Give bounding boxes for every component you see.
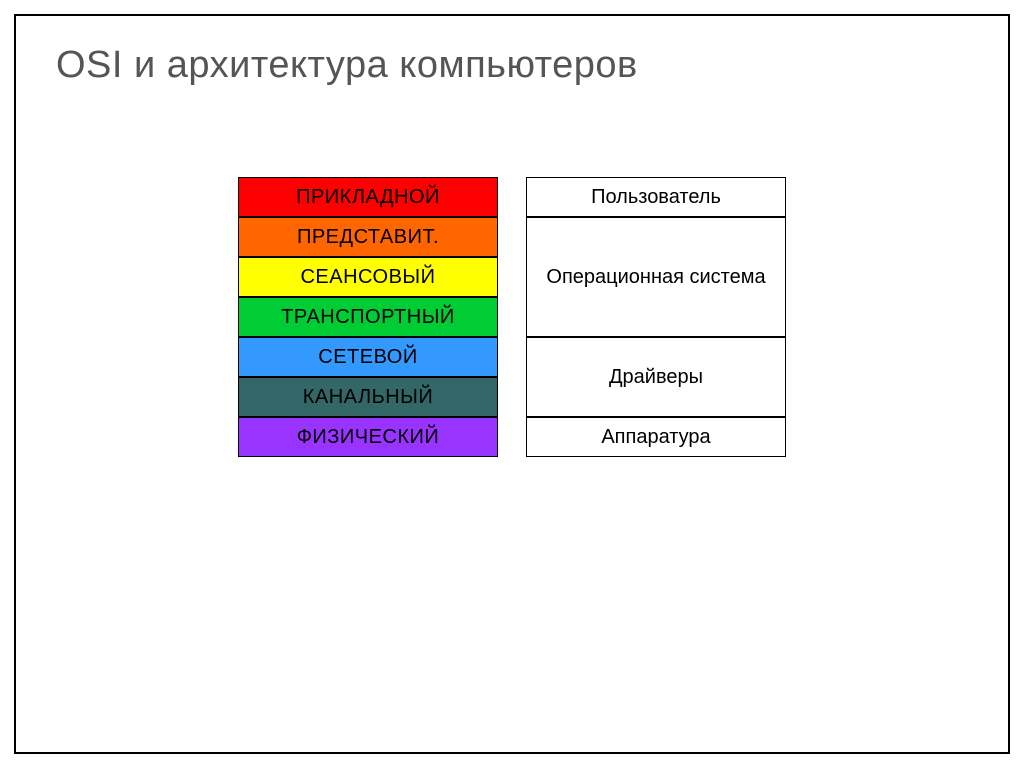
- arch-cell-drivers: Драйверы: [526, 337, 786, 417]
- osi-layer-transport: ТРАНСПОРТНЫЙ: [238, 297, 498, 337]
- osi-layer-presentation: ПРЕДСТАВИТ.: [238, 217, 498, 257]
- arch-cell-os: Операционная система: [526, 217, 786, 337]
- slide-title: OSI и архитектура компьютеров: [16, 16, 1008, 87]
- osi-layer-session: СЕАНСОВЫЙ: [238, 257, 498, 297]
- arch-cell-hardware: Аппаратура: [526, 417, 786, 457]
- osi-layer-network: СЕТЕВОЙ: [238, 337, 498, 377]
- osi-layer-physical: ФИЗИЧЕСКИЙ: [238, 417, 498, 457]
- architecture-stack: Пользователь Операционная система Драйве…: [526, 177, 786, 457]
- content-area: ПРИКЛАДНОЙ ПРЕДСТАВИТ. СЕАНСОВЫЙ ТРАНСПО…: [16, 177, 1008, 457]
- osi-layer-datalink: КАНАЛЬНЫЙ: [238, 377, 498, 417]
- slide-frame: OSI и архитектура компьютеров ПРИКЛАДНОЙ…: [14, 14, 1010, 754]
- osi-layer-application: ПРИКЛАДНОЙ: [238, 177, 498, 217]
- osi-stack: ПРИКЛАДНОЙ ПРЕДСТАВИТ. СЕАНСОВЫЙ ТРАНСПО…: [238, 177, 498, 457]
- arch-cell-user: Пользователь: [526, 177, 786, 217]
